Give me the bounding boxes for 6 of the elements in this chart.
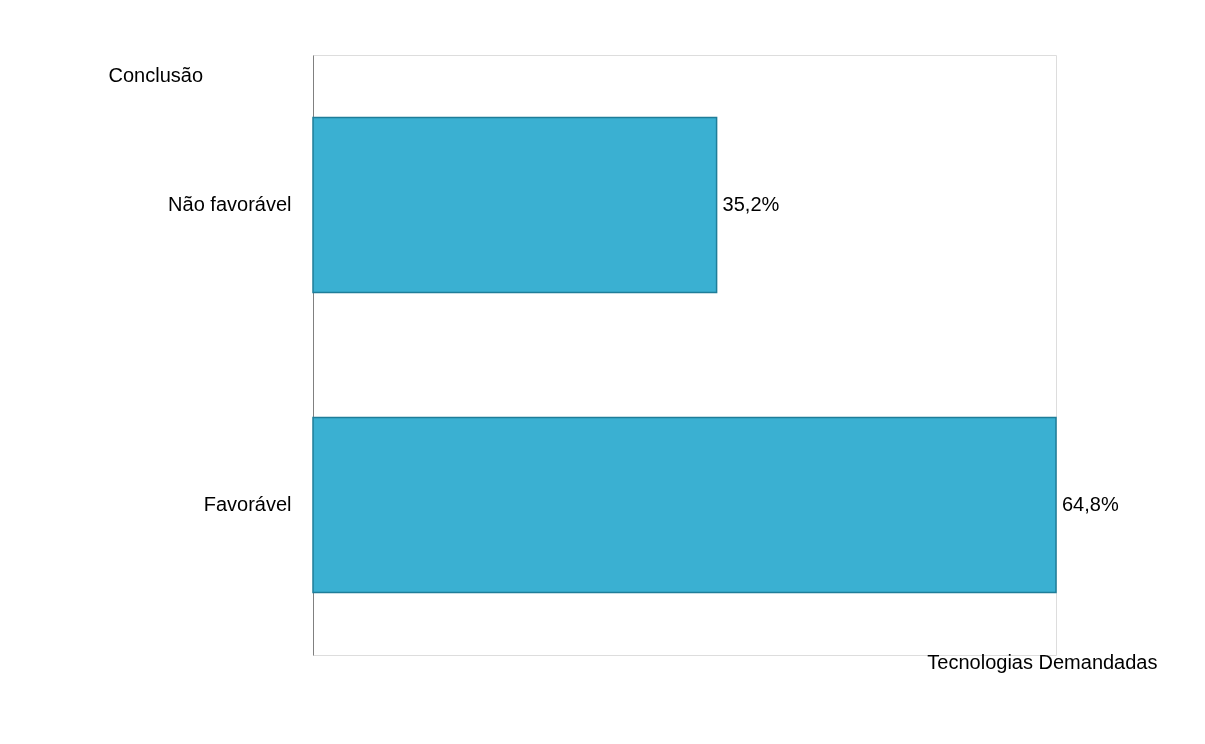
- data-label: 35,2%: [722, 193, 780, 215]
- x-axis-title: Tecnologias Demandadas: [927, 650, 1158, 673]
- y-tick-label: Não favorável: [168, 193, 292, 215]
- data-label: 64,8%: [1062, 493, 1119, 515]
- y-tick-label: Favorável: [203, 493, 292, 515]
- y-axis-title: Conclusão: [108, 63, 204, 86]
